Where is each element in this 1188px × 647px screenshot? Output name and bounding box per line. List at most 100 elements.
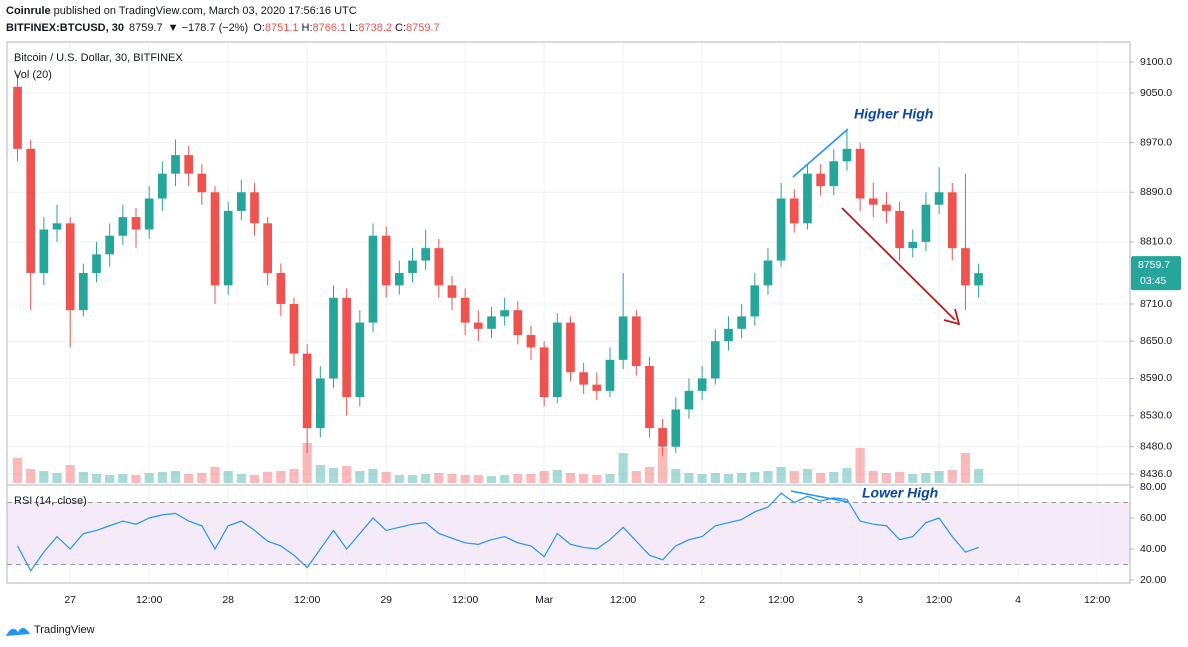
h-value: 8766.1 <box>313 22 347 34</box>
y-tick-label: 8810.0 <box>1140 236 1172 248</box>
candle-body <box>460 297 470 323</box>
candle-body <box>289 303 299 354</box>
l-label: L: <box>349 22 358 34</box>
x-tick-label: 12:00 <box>768 594 794 606</box>
volume-bar <box>802 469 813 483</box>
logo-text: TradingView <box>34 624 95 636</box>
publisher: Coinrule <box>6 5 51 17</box>
volume-label: Vol (20) <box>14 69 52 81</box>
volume-bar <box>631 471 641 483</box>
volume-bar <box>644 467 655 483</box>
candle-body <box>618 316 628 360</box>
rsi-band <box>7 502 1130 565</box>
volume-bar <box>500 475 510 483</box>
volume-bar <box>868 471 878 483</box>
c-value: 8759.7 <box>406 22 440 34</box>
x-tick-label: 12:00 <box>1084 594 1110 606</box>
candle-body <box>882 204 891 211</box>
candle-body <box>750 285 760 317</box>
candle-body <box>724 328 733 342</box>
candle-body <box>105 235 115 255</box>
volume-bar <box>421 474 431 483</box>
y-tick-label: 8710.0 <box>1140 298 1172 310</box>
candle-body <box>408 260 417 273</box>
volume-bar <box>697 474 707 483</box>
candle-body <box>631 316 641 367</box>
rsi-line <box>17 492 979 572</box>
candle-body <box>947 192 957 249</box>
candle-body <box>526 335 536 348</box>
candle-body <box>65 223 75 311</box>
rsi-label: RSI (14, close) <box>14 495 87 507</box>
candle-body <box>263 223 273 273</box>
volume-bar <box>921 473 931 483</box>
candle-body <box>605 359 615 391</box>
y-tick-label: 8530.0 <box>1140 409 1172 421</box>
x-tick-label: 3 <box>857 594 863 606</box>
y-tick-label: 8436.0 <box>1140 468 1172 480</box>
volume-bar <box>829 472 839 483</box>
candle-body <box>197 173 207 193</box>
header-line: Coinrule published on TradingView.com, Ma… <box>6 5 357 17</box>
volume-bar <box>855 448 865 483</box>
x-tick-label: 12:00 <box>136 594 162 606</box>
volume-bar <box>131 475 141 483</box>
volume-bar <box>170 471 181 483</box>
volume-bar <box>289 469 299 483</box>
candle-body <box>381 235 391 286</box>
countdown: 03:45 <box>1140 275 1166 287</box>
candle-body <box>921 204 931 242</box>
volume-bar <box>460 475 470 483</box>
volume-bar <box>539 471 549 483</box>
o-label: O: <box>253 22 265 34</box>
candle-body <box>487 316 496 329</box>
x-tick-label: Mar <box>535 594 554 606</box>
candle-body <box>236 192 246 211</box>
volume-bar <box>473 475 483 483</box>
last-price-label: 8759.7 <box>1138 259 1170 271</box>
candle-body <box>737 316 746 329</box>
candle-body <box>79 272 88 311</box>
last-price-tag <box>1131 256 1181 291</box>
y-tick-label: 9050.0 <box>1140 87 1172 99</box>
y-tick-label: 8650.0 <box>1140 335 1172 347</box>
candle-body <box>934 192 944 205</box>
rsi-tick-label: 20.00 <box>1140 574 1166 586</box>
volume-bar <box>565 473 576 483</box>
volume-bar <box>552 470 562 483</box>
change: ▼ −178.7 (−2%) <box>168 22 249 34</box>
candle-body <box>39 229 49 273</box>
candle-body <box>789 198 799 224</box>
volume-bar <box>447 474 457 483</box>
candle-body <box>184 155 194 174</box>
candle-body <box>421 248 431 261</box>
volume-bar <box>78 472 88 483</box>
y-tick-label: 8970.0 <box>1140 136 1172 148</box>
volume-bar <box>486 476 497 483</box>
down-arrow-head <box>943 308 961 326</box>
volume-bar <box>302 443 312 483</box>
candle-body <box>329 297 338 379</box>
volume-bar <box>816 473 826 483</box>
y-tick-label: 9100.0 <box>1140 56 1172 68</box>
h-label: H: <box>302 22 313 34</box>
volume-bar <box>236 474 246 483</box>
candle-body <box>829 161 839 187</box>
candle-body <box>908 241 918 249</box>
candle-body <box>52 223 62 230</box>
candle-body <box>855 148 865 199</box>
candle-body <box>26 148 36 273</box>
candle-body <box>868 198 878 205</box>
volume-bar <box>381 472 391 483</box>
x-tick-label: 2 <box>699 594 705 606</box>
volume-bar <box>157 472 167 483</box>
pane-title: Bitcoin / U.S. Dollar, 30, BITFINEX <box>14 52 183 64</box>
grid <box>7 42 1130 583</box>
volume-bar <box>960 453 971 483</box>
candle-body <box>763 260 773 286</box>
candle-body <box>250 192 259 224</box>
candle-body <box>315 378 325 429</box>
candle-body <box>223 210 233 286</box>
price: 8759.7 <box>129 22 163 34</box>
volume-bar <box>276 471 286 483</box>
